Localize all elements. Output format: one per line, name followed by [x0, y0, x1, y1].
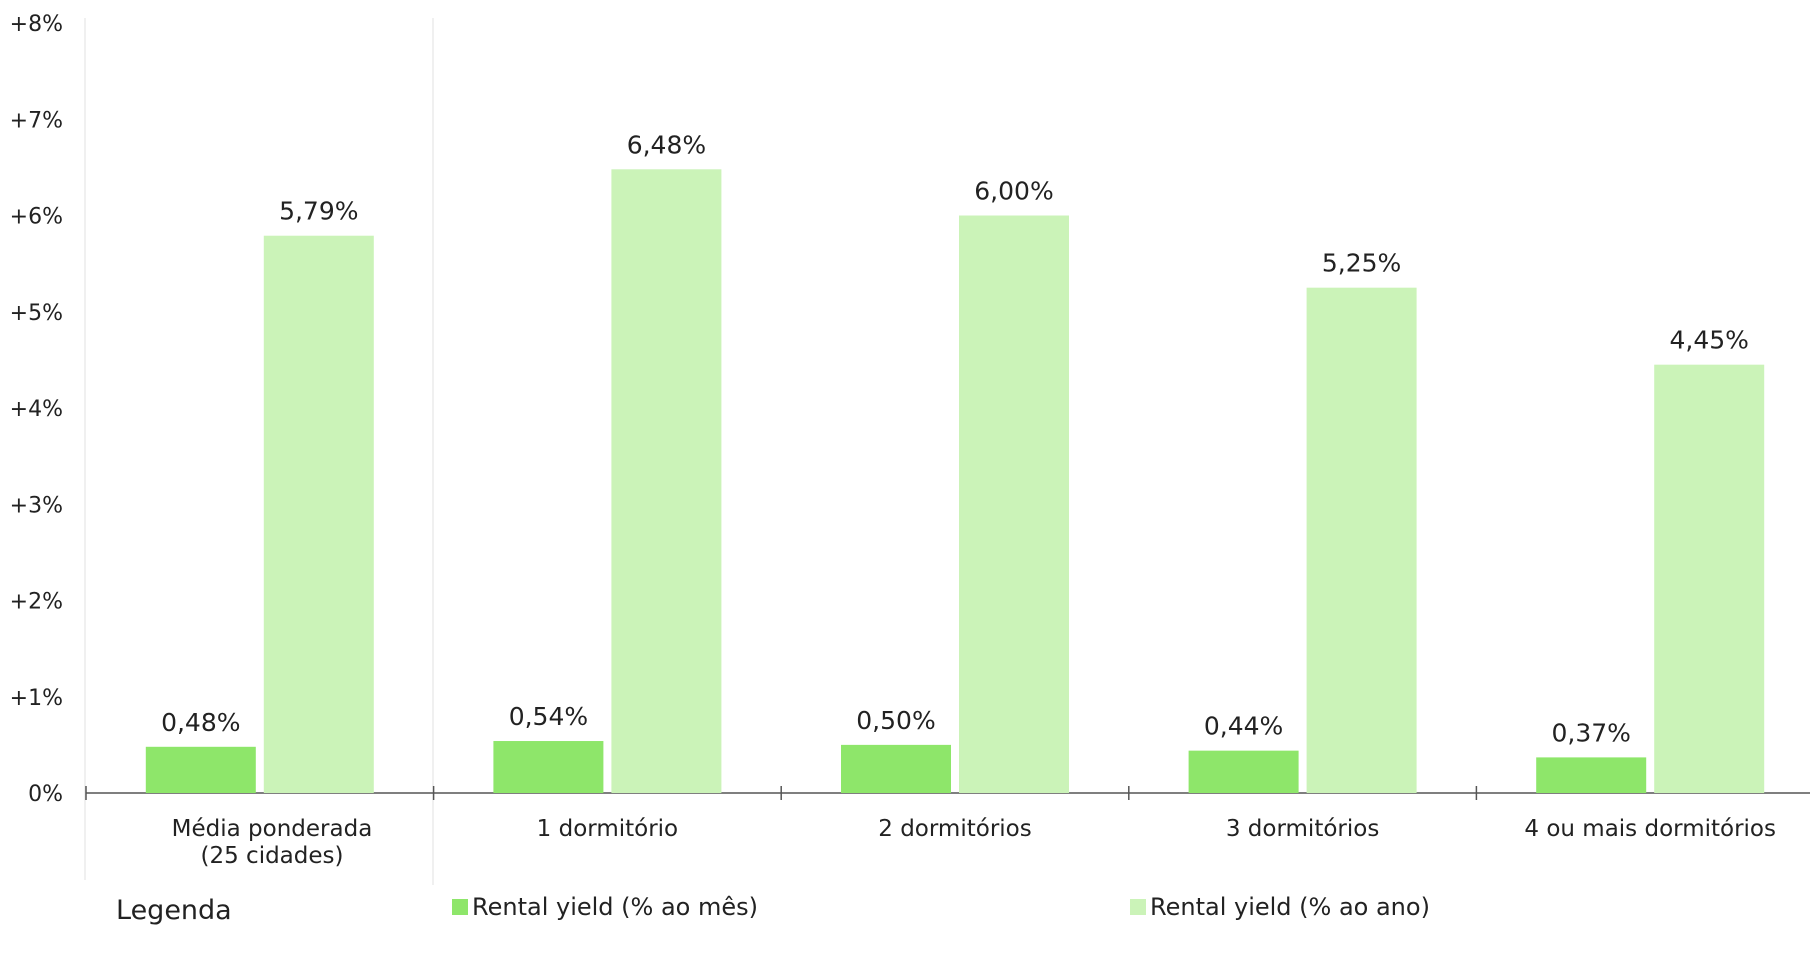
legend-label: Rental yield (% ao mês): [472, 893, 758, 921]
y-tick-label: +5%: [10, 301, 63, 326]
y-tick-label: +6%: [10, 205, 63, 230]
data-label: 5,79%: [279, 197, 358, 226]
data-label: 0,54%: [509, 702, 588, 731]
legend-title: Legenda: [116, 895, 232, 926]
bar-yearly: [959, 215, 1069, 793]
category-label: 2 dormitórios: [878, 816, 1031, 842]
bar-yearly: [1654, 364, 1765, 793]
legend-label: Rental yield (% ao ano): [1150, 893, 1430, 921]
data-label: 5,25%: [1322, 249, 1401, 278]
data-label: 0,44%: [1204, 712, 1283, 741]
bar-monthly: [841, 744, 951, 793]
y-tick-label: 0%: [28, 782, 63, 807]
y-tick-label: +3%: [10, 493, 63, 518]
data-label: 0,50%: [856, 706, 935, 735]
bar-yearly: [1306, 287, 1417, 793]
legend: Legenda Rental yield (% ao mês) Rental yie…: [116, 893, 1430, 926]
bar-monthly: [1536, 757, 1647, 793]
category-label: 3 dormitórios: [1226, 816, 1379, 842]
labels-layer: 0,48% 5,79% Média ponderada(25 cidades) 0,5…: [161, 130, 1776, 869]
bar-monthly: [145, 746, 256, 793]
legend-swatch: [1130, 899, 1146, 915]
y-tick-label: +8%: [10, 12, 63, 37]
category-label: 1 dormitório: [537, 816, 678, 842]
legend-swatch: [452, 899, 468, 915]
bars-layer: [145, 169, 1765, 794]
bar-monthly: [493, 741, 604, 793]
bar-yearly: [611, 169, 722, 794]
y-tick-label: +7%: [10, 108, 63, 133]
data-label: 6,48%: [627, 130, 706, 159]
data-label: 0,37%: [1551, 718, 1630, 747]
y-tick-label: +4%: [10, 397, 63, 422]
category-label: Média ponderada: [172, 816, 373, 842]
data-label: 0,48%: [161, 708, 240, 737]
y-tick-label: +1%: [10, 686, 63, 711]
data-label: 6,00%: [974, 177, 1053, 206]
bar-yearly: [263, 235, 374, 793]
category-label: 4 ou mais dormitórios: [1524, 816, 1776, 842]
bar-monthly: [1188, 750, 1299, 793]
y-tick-label: +2%: [10, 590, 63, 615]
category-label: (25 cidades): [201, 843, 344, 869]
data-label: 4,45%: [1669, 326, 1748, 355]
